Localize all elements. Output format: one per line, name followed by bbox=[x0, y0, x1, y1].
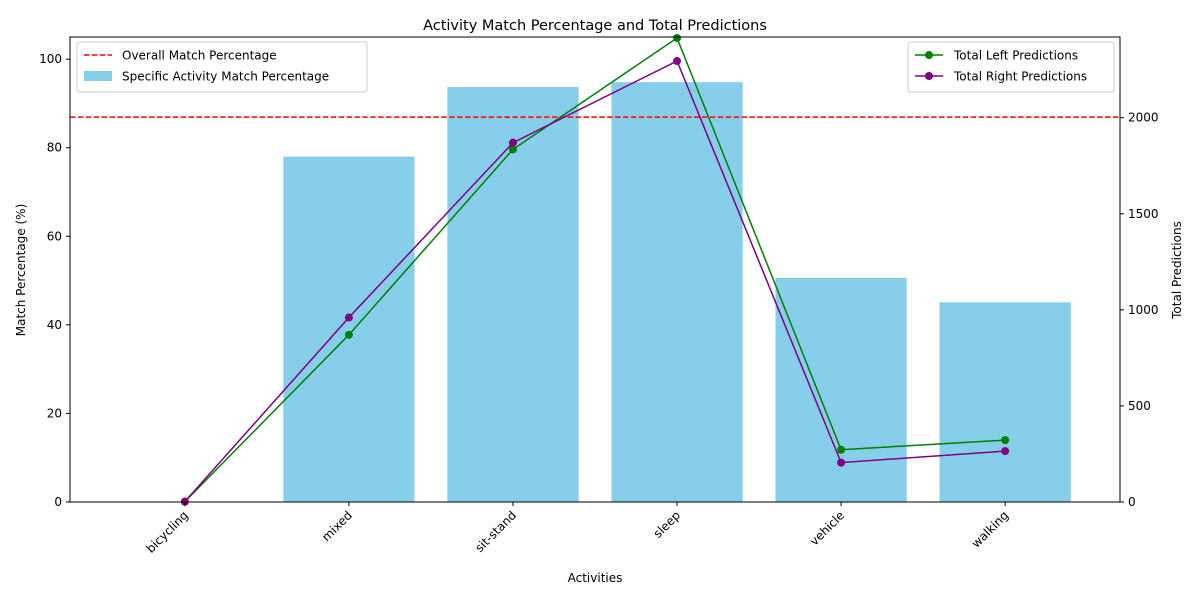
chart-title: Activity Match Percentage and Total Pred… bbox=[423, 18, 767, 34]
series-0-point-sit-stand bbox=[508, 145, 517, 154]
y-tick-label: 100 bbox=[39, 52, 62, 66]
y2-tick-label: 1500 bbox=[1128, 207, 1159, 221]
legend-left-pred-marker bbox=[925, 51, 933, 59]
y-tick-label: 40 bbox=[47, 318, 62, 332]
legend-overall-label: Overall Match Percentage bbox=[122, 49, 277, 63]
series-1-point-vehicle bbox=[837, 458, 846, 467]
y-axis-label: Match Percentage (%) bbox=[14, 204, 28, 337]
legend-left-box bbox=[76, 41, 368, 93]
legend-right: Total Left Predictions Total Right Predi… bbox=[907, 41, 1115, 93]
series-0-point-vehicle bbox=[837, 445, 846, 454]
series-0-point-sleep bbox=[673, 33, 682, 42]
y-tick-label: 60 bbox=[47, 229, 62, 243]
y-tick-label: 20 bbox=[47, 406, 62, 420]
y2-tick-label: 0 bbox=[1128, 495, 1136, 509]
series-1-point-walking bbox=[1001, 447, 1010, 456]
y-axis-left: 0 20 40 60 80 100 bbox=[39, 52, 70, 509]
lines-layer bbox=[180, 33, 1010, 506]
bar-sleep bbox=[611, 82, 743, 503]
legend-left-pred-label: Total Left Predictions bbox=[953, 49, 1078, 63]
series-1-point-sit-stand bbox=[508, 138, 517, 147]
x-axis-label: Activities bbox=[568, 571, 623, 585]
y2-tick-label: 500 bbox=[1128, 399, 1151, 413]
y-axis-right: 0 500 1000 1500 2000 bbox=[1120, 111, 1159, 509]
legend-right-pred-label: Total Right Predictions bbox=[953, 70, 1087, 84]
y-tick-label: 80 bbox=[47, 141, 62, 155]
series-0-point-walking bbox=[1001, 436, 1010, 445]
legend-bar-swatch bbox=[84, 71, 112, 81]
legend-bar-label: Specific Activity Match Percentage bbox=[122, 70, 329, 84]
bar-mixed bbox=[283, 156, 415, 503]
bar-walking bbox=[939, 302, 1071, 502]
y2-tick-label: 1000 bbox=[1128, 303, 1159, 317]
legend-left: Overall Match Percentage Specific Activi… bbox=[76, 41, 368, 93]
y2-axis-label: Total Predictions bbox=[1170, 221, 1184, 320]
series-1-point-mixed bbox=[344, 313, 353, 322]
legend-right-box bbox=[907, 41, 1115, 93]
series-line-1 bbox=[184, 59, 1006, 503]
plot-frame bbox=[69, 36, 1121, 503]
series-0-point-mixed bbox=[344, 330, 353, 339]
y-tick-label: 0 bbox=[54, 495, 62, 509]
bar-sit-stand bbox=[447, 87, 579, 503]
legend-right-pred-marker bbox=[925, 72, 933, 80]
series-1-point-sleep bbox=[673, 57, 682, 66]
y2-tick-label: 2000 bbox=[1128, 111, 1159, 125]
bar-vehicle bbox=[775, 277, 907, 502]
series-line-0 bbox=[184, 36, 1006, 503]
